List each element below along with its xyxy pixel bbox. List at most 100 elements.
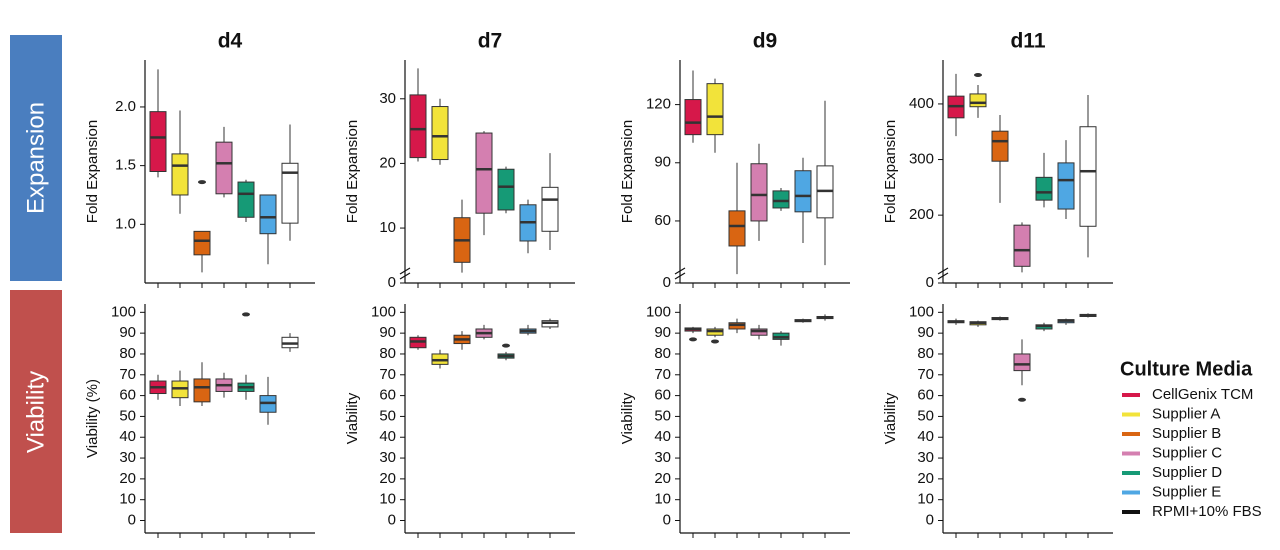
y-tick-label: 60 — [654, 212, 671, 229]
y-tick-label: 70 — [119, 366, 136, 383]
outlier — [1018, 397, 1026, 402]
y-tick-label: 30 — [379, 449, 396, 466]
y-tick-label: 60 — [654, 387, 671, 404]
box — [237, 181, 255, 218]
y-tick-label: 10 — [654, 491, 671, 508]
y-tick-label: 80 — [917, 345, 934, 362]
box — [1079, 126, 1097, 227]
y-tick-label: 60 — [119, 387, 136, 404]
box — [750, 163, 768, 222]
y-tick-label: 30 — [119, 449, 136, 466]
box — [772, 190, 790, 209]
box — [497, 168, 515, 211]
box — [215, 141, 233, 195]
panel-title: d11 — [1010, 30, 1045, 53]
box — [1057, 162, 1075, 210]
y-tick-label: 0 — [388, 511, 396, 528]
axis-break — [674, 267, 686, 275]
y-tick-label: 40 — [654, 428, 671, 445]
y-tick-label: 90 — [119, 324, 136, 341]
box — [1035, 176, 1053, 201]
y-tick-label: 100 — [111, 303, 136, 320]
y-tick-label: 200 — [909, 206, 934, 223]
y-tick-label: 50 — [119, 407, 136, 424]
y-tick-label: 10 — [917, 491, 934, 508]
box — [794, 170, 812, 213]
y-tick-label: 10 — [379, 491, 396, 508]
y-tick-label: 30 — [917, 449, 934, 466]
outlier — [689, 337, 697, 342]
y-tick-label: 20 — [917, 470, 934, 487]
y-tick-label: 120 — [646, 96, 671, 113]
legend-label: Supplier B — [1152, 425, 1221, 442]
box — [1013, 353, 1031, 372]
y-tick-label: 0 — [663, 274, 671, 291]
outlier — [711, 339, 719, 344]
y-axis-label: Viability — [619, 392, 636, 444]
row-label-box — [10, 35, 62, 281]
box — [149, 111, 167, 172]
box — [409, 94, 427, 159]
y-tick-label: 1.0 — [115, 215, 136, 232]
y-tick-label: 20 — [119, 470, 136, 487]
box — [475, 132, 493, 214]
outlier — [502, 343, 510, 348]
y-tick-label: 90 — [654, 154, 671, 171]
y-tick-label: 0 — [388, 274, 396, 291]
y-tick-label: 20 — [654, 470, 671, 487]
y-tick-label: 90 — [654, 324, 671, 341]
box — [281, 162, 299, 224]
y-axis-label: Viability — [882, 392, 899, 444]
box — [1013, 224, 1031, 267]
box — [728, 210, 746, 247]
row-label: Expansion — [22, 102, 49, 214]
row-label: Viability — [22, 371, 49, 453]
outlier — [242, 312, 250, 317]
y-tick-label: 90 — [917, 324, 934, 341]
axis-break — [399, 272, 411, 280]
box — [171, 153, 189, 196]
y-tick-label: 10 — [119, 491, 136, 508]
y-tick-label: 0 — [926, 511, 934, 528]
y-tick-label: 80 — [654, 345, 671, 362]
legend-label: Supplier E — [1152, 483, 1221, 500]
legend-label: Supplier C — [1152, 444, 1222, 461]
y-tick-label: 400 — [909, 95, 934, 112]
box — [991, 130, 1009, 162]
box — [969, 93, 987, 108]
y-tick-label: 40 — [917, 428, 934, 445]
y-tick-label: 0 — [926, 274, 934, 291]
y-axis-label: Fold Expansion — [344, 120, 361, 223]
legend-label: Supplier A — [1152, 405, 1220, 422]
y-tick-label: 50 — [654, 407, 671, 424]
y-tick-label: 300 — [909, 151, 934, 168]
axis-break — [937, 272, 949, 280]
y-axis-label: Fold Expansion — [619, 120, 636, 223]
outlier — [974, 73, 982, 78]
box — [431, 106, 449, 161]
box — [706, 83, 724, 136]
y-tick-label: 100 — [371, 303, 396, 320]
legend-label: CellGenix TCM — [1152, 386, 1253, 403]
y-tick-label: 2.0 — [115, 98, 136, 115]
y-tick-label: 0 — [663, 511, 671, 528]
y-tick-label: 80 — [379, 345, 396, 362]
y-tick-label: 20 — [379, 470, 396, 487]
y-tick-label: 80 — [119, 345, 136, 362]
panel-title: d9 — [753, 30, 778, 53]
row-label-box — [10, 290, 62, 533]
y-tick-label: 70 — [379, 366, 396, 383]
panel-title: d4 — [218, 30, 243, 53]
y-tick-label: 50 — [917, 407, 934, 424]
y-tick-label: 100 — [646, 303, 671, 320]
y-tick-label: 60 — [379, 387, 396, 404]
y-tick-label: 50 — [379, 407, 396, 424]
y-tick-label: 70 — [654, 366, 671, 383]
y-tick-label: 100 — [909, 303, 934, 320]
y-tick-label: 90 — [379, 324, 396, 341]
axis-break — [937, 267, 949, 275]
box — [541, 186, 559, 232]
y-tick-label: 1.5 — [115, 157, 136, 174]
axis-break — [399, 267, 411, 275]
y-tick-label: 70 — [917, 366, 934, 383]
